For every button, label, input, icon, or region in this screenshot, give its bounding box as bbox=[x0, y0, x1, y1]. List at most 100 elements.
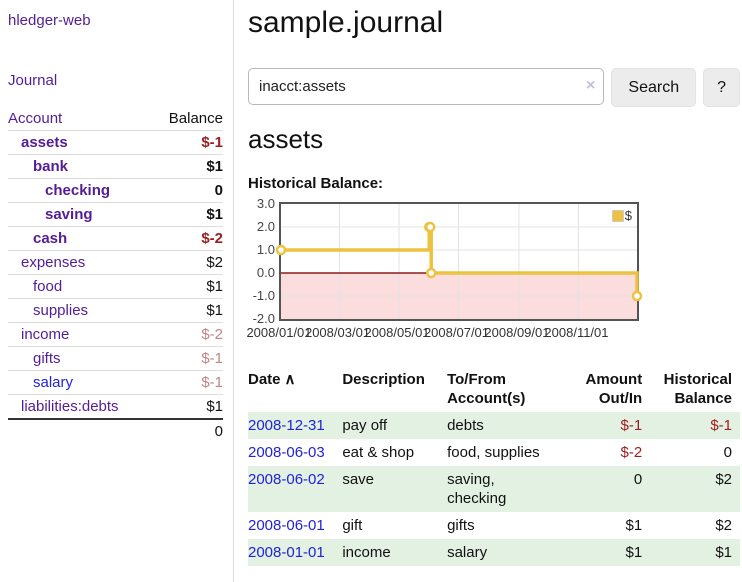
account-row: income $-2 bbox=[8, 322, 223, 347]
y-tick-label: 3.0 bbox=[256, 196, 275, 211]
chart-legend: $ bbox=[609, 207, 634, 224]
search-button[interactable]: Search bbox=[611, 68, 697, 107]
x-tick-label: 2008/11/01 bbox=[544, 325, 609, 340]
transaction-description: gift bbox=[342, 517, 363, 534]
transaction-accounts: salary bbox=[447, 544, 488, 561]
sidebar-item-journal[interactable]: Journal bbox=[8, 72, 58, 89]
transaction-date-link[interactable]: 2008-12-31 bbox=[248, 417, 325, 434]
account-balance: $-1 bbox=[152, 130, 223, 155]
register-row: 2008-06-03 eat & shop food, supplies $-2 0 bbox=[248, 439, 740, 466]
col-header-balance: Historical Balance bbox=[663, 371, 732, 407]
y-tick-label: 1.0 bbox=[256, 242, 275, 257]
register-row: 2008-06-02 save saving, checking 0 $2 bbox=[248, 466, 740, 512]
x-tick-label: 2008/01/01 bbox=[246, 325, 312, 340]
col-header-date: Date ∧ bbox=[248, 371, 296, 388]
transaction-date-link[interactable]: 2008-06-03 bbox=[248, 444, 325, 461]
account-link[interactable]: assets bbox=[21, 134, 68, 151]
account-row: expenses $2 bbox=[8, 250, 223, 275]
transaction-amount: $1 bbox=[625, 544, 643, 561]
account-balance: $1 bbox=[152, 298, 223, 323]
col-header-accounts: To/From Account(s) bbox=[447, 371, 526, 407]
account-link[interactable]: liabilities:debts bbox=[21, 398, 119, 415]
col-header-description: Description bbox=[342, 371, 425, 388]
search-box: × bbox=[248, 68, 605, 107]
transaction-amount: 0 bbox=[633, 471, 643, 488]
account-link[interactable]: expenses bbox=[21, 254, 86, 271]
accounts-header-account: Account bbox=[8, 110, 63, 127]
account-balance: $1 bbox=[152, 274, 223, 299]
chart-y-axis: 3.0 2.0 1.0 0.0 -1.0 -2.0 bbox=[248, 196, 275, 326]
account-balance: $-1 bbox=[152, 346, 223, 371]
transaction-description: eat & shop bbox=[342, 444, 415, 461]
x-tick-label: 2008/07/01 bbox=[423, 325, 490, 340]
account-balance: $-2 bbox=[152, 322, 223, 347]
account-link[interactable]: bank bbox=[33, 158, 69, 175]
transaction-amount: $1 bbox=[625, 517, 643, 534]
account-link[interactable]: checking bbox=[45, 182, 111, 199]
chart-canvas bbox=[275, 204, 643, 319]
transaction-amount: $-1 bbox=[620, 417, 643, 434]
transaction-balance: $2 bbox=[715, 471, 732, 488]
transaction-amount: $-2 bbox=[620, 444, 643, 461]
register-table: Date ∧ Description To/From Account(s) Amo… bbox=[248, 366, 740, 566]
historical-balance-chart: 3.0 2.0 1.0 0.0 -1.0 -2.0 $ 2008/01/01 2008/03… bbox=[246, 196, 740, 344]
account-row: cash $-2 bbox=[8, 226, 223, 251]
account-link[interactable]: salary bbox=[33, 374, 74, 391]
account-link[interactable]: saving bbox=[45, 206, 93, 223]
transaction-balance: $2 bbox=[715, 517, 732, 534]
search-form: × Search ? bbox=[248, 68, 740, 107]
y-tick-label: 2.0 bbox=[256, 219, 275, 234]
chart-x-axis: 2008/01/01 2008/03/01 2008/05/01 2008/07/01… bbox=[246, 325, 635, 342]
x-tick-label: 2008/05/01 bbox=[364, 325, 430, 340]
transaction-accounts: debts bbox=[447, 417, 484, 434]
transaction-date-link[interactable]: 2008-06-02 bbox=[248, 471, 325, 488]
account-row: salary $-1 bbox=[8, 370, 223, 395]
data-point-marker bbox=[631, 290, 643, 302]
transaction-accounts: food, supplies bbox=[447, 444, 540, 461]
account-heading: assets bbox=[248, 124, 324, 154]
account-link[interactable]: gifts bbox=[33, 350, 61, 367]
account-row: assets $-1 bbox=[8, 130, 223, 155]
x-tick-label: 2008/03/01 bbox=[304, 325, 371, 340]
account-row: gifts $-1 bbox=[8, 346, 223, 371]
account-link[interactable]: income bbox=[21, 326, 70, 343]
clear-search-icon[interactable]: × bbox=[586, 77, 596, 94]
y-tick-label: -2.0 bbox=[252, 311, 275, 326]
transaction-date-link[interactable]: 2008-06-01 bbox=[248, 517, 325, 534]
account-link[interactable]: food bbox=[33, 278, 63, 295]
account-link[interactable]: cash bbox=[33, 230, 68, 247]
register-row: 2008-06-01 gift gifts $1 $2 bbox=[248, 512, 740, 539]
account-balance: 0 bbox=[152, 178, 223, 203]
chart-title: Historical Balance: bbox=[248, 175, 384, 192]
account-link[interactable]: supplies bbox=[33, 302, 89, 319]
account-row: saving $1 bbox=[8, 202, 223, 227]
legend-swatch bbox=[611, 209, 624, 222]
register-row: 2008-12-31 pay off debts $-1 $-1 bbox=[248, 412, 740, 439]
account-row: checking 0 bbox=[8, 178, 223, 203]
account-row: supplies $1 bbox=[8, 298, 223, 323]
account-balance: $1 bbox=[152, 394, 223, 419]
transaction-accounts: saving, checking bbox=[447, 471, 507, 507]
register-row: 2008-01-01 income salary $1 $1 bbox=[248, 539, 740, 566]
account-balance: $2 bbox=[152, 250, 223, 275]
help-button[interactable]: ? bbox=[703, 68, 740, 107]
sort-asc-icon: ∧ bbox=[284, 371, 296, 388]
main-content: sample.journal × Search ? assets Histori… bbox=[234, 0, 742, 582]
accounts-total-value: 0 bbox=[152, 418, 223, 443]
transaction-description: pay off bbox=[342, 417, 388, 434]
data-point-marker bbox=[425, 267, 437, 279]
account-row: food $1 bbox=[8, 274, 223, 299]
brand-link[interactable]: hledger-web bbox=[8, 12, 91, 29]
search-input[interactable] bbox=[248, 68, 605, 105]
transaction-balance: 0 bbox=[723, 444, 732, 461]
x-tick-label: 2008/09/01 bbox=[484, 325, 550, 340]
transaction-balance: $1 bbox=[715, 544, 732, 561]
transaction-balance: $-1 bbox=[710, 417, 732, 434]
data-point-marker bbox=[424, 221, 436, 233]
chart-plot-area: $ bbox=[275, 202, 643, 321]
transaction-date-link[interactable]: 2008-01-01 bbox=[248, 544, 325, 561]
account-balance: $-1 bbox=[152, 370, 223, 395]
account-balance: $1 bbox=[152, 154, 223, 179]
sidebar: hledger-web Journal Account Balance asse… bbox=[0, 0, 234, 582]
accounts-total-spacer bbox=[8, 418, 153, 443]
